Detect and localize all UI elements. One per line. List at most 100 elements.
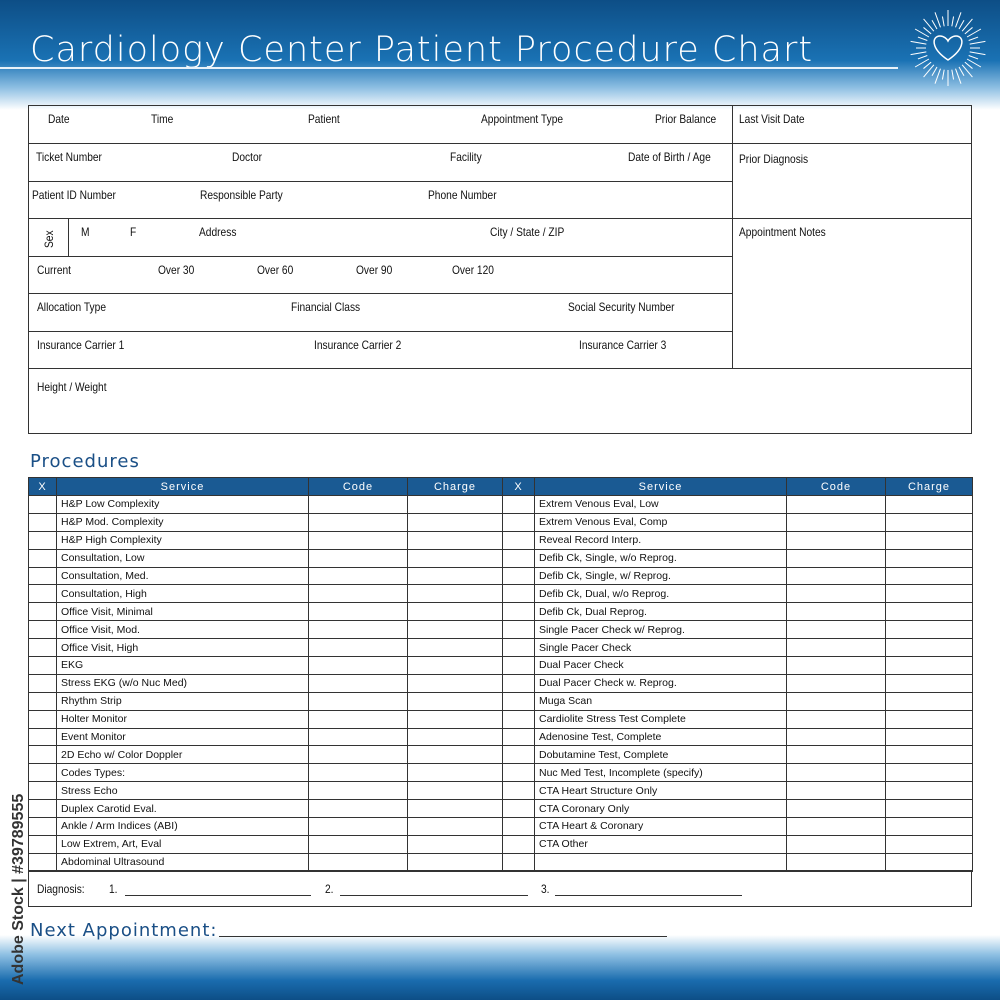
charge-cell[interactable] bbox=[407, 584, 503, 604]
prior-balance-field[interactable]: Prior Balance bbox=[655, 112, 717, 126]
over30-field[interactable]: Over 30 bbox=[158, 263, 195, 277]
insurance-carrier-2-field[interactable]: Insurance Carrier 2 bbox=[314, 338, 402, 352]
checkbox-cell[interactable] bbox=[28, 799, 57, 819]
dob-age-field[interactable]: Date of Birth / Age bbox=[628, 150, 711, 164]
financial-class-field[interactable]: Financial Class bbox=[291, 300, 361, 314]
code-cell[interactable] bbox=[308, 852, 408, 872]
next-appointment-input[interactable] bbox=[219, 936, 667, 937]
charge-cell[interactable] bbox=[407, 530, 503, 550]
code-cell[interactable] bbox=[786, 834, 886, 854]
over90-field[interactable]: Over 90 bbox=[356, 263, 393, 277]
charge-cell[interactable] bbox=[407, 620, 503, 640]
code-cell[interactable] bbox=[308, 548, 408, 568]
checkbox-cell[interactable] bbox=[502, 763, 535, 783]
checkbox-cell[interactable] bbox=[502, 673, 535, 693]
over120-field[interactable]: Over 120 bbox=[452, 263, 494, 277]
code-cell[interactable] bbox=[308, 638, 408, 658]
checkbox-cell[interactable] bbox=[28, 673, 57, 693]
charge-cell[interactable] bbox=[885, 781, 973, 801]
checkbox-cell[interactable] bbox=[28, 709, 57, 729]
diagnosis-2-input[interactable] bbox=[340, 895, 528, 896]
code-cell[interactable] bbox=[786, 584, 886, 604]
charge-cell[interactable] bbox=[407, 566, 503, 586]
charge-cell[interactable] bbox=[407, 852, 503, 872]
checkbox-cell[interactable] bbox=[28, 602, 57, 622]
code-cell[interactable] bbox=[786, 763, 886, 783]
prior-diagnosis-field[interactable]: Prior Diagnosis bbox=[739, 152, 809, 166]
code-cell[interactable] bbox=[786, 691, 886, 711]
ssn-field[interactable]: Social Security Number bbox=[568, 300, 675, 314]
code-cell[interactable] bbox=[786, 602, 886, 622]
checkbox-cell[interactable] bbox=[28, 566, 57, 586]
code-cell[interactable] bbox=[786, 495, 886, 514]
charge-cell[interactable] bbox=[885, 512, 973, 532]
checkbox-cell[interactable] bbox=[502, 530, 535, 550]
checkbox-cell[interactable] bbox=[28, 745, 57, 765]
charge-cell[interactable] bbox=[407, 691, 503, 711]
charge-cell[interactable] bbox=[407, 727, 503, 747]
code-cell[interactable] bbox=[786, 656, 886, 675]
code-cell[interactable] bbox=[308, 566, 408, 586]
charge-cell[interactable] bbox=[885, 817, 973, 836]
checkbox-cell[interactable] bbox=[28, 834, 57, 854]
code-cell[interactable] bbox=[786, 781, 886, 801]
charge-cell[interactable] bbox=[885, 763, 973, 783]
charge-cell[interactable] bbox=[885, 745, 973, 765]
charge-cell[interactable] bbox=[885, 602, 973, 622]
checkbox-cell[interactable] bbox=[28, 638, 57, 658]
checkbox-cell[interactable] bbox=[502, 566, 535, 586]
checkbox-cell[interactable] bbox=[502, 727, 535, 747]
height-weight-field[interactable]: Height / Weight bbox=[37, 380, 107, 394]
patient-id-field[interactable]: Patient ID Number bbox=[32, 188, 116, 202]
allocation-type-field[interactable]: Allocation Type bbox=[37, 300, 106, 314]
charge-cell[interactable] bbox=[407, 495, 503, 514]
code-cell[interactable] bbox=[308, 799, 408, 819]
city-state-zip-field[interactable]: City / State / ZIP bbox=[490, 225, 565, 239]
charge-cell[interactable] bbox=[885, 530, 973, 550]
charge-cell[interactable] bbox=[885, 709, 973, 729]
time-field[interactable]: Time bbox=[151, 112, 174, 126]
code-cell[interactable] bbox=[786, 817, 886, 836]
charge-cell[interactable] bbox=[407, 799, 503, 819]
doctor-field[interactable]: Doctor bbox=[232, 150, 263, 164]
code-cell[interactable] bbox=[308, 781, 408, 801]
code-cell[interactable] bbox=[786, 799, 886, 819]
code-cell[interactable] bbox=[786, 673, 886, 693]
checkbox-cell[interactable] bbox=[502, 834, 535, 854]
checkbox-cell[interactable] bbox=[502, 745, 535, 765]
charge-cell[interactable] bbox=[885, 495, 973, 514]
charge-cell[interactable] bbox=[885, 620, 973, 640]
charge-cell[interactable] bbox=[885, 584, 973, 604]
charge-cell[interactable] bbox=[407, 817, 503, 836]
checkbox-cell[interactable] bbox=[28, 691, 57, 711]
charge-cell[interactable] bbox=[885, 548, 973, 568]
checkbox-cell[interactable] bbox=[28, 512, 57, 532]
checkbox-cell[interactable] bbox=[28, 530, 57, 550]
diagnosis-3-input[interactable] bbox=[555, 895, 742, 896]
checkbox-cell[interactable] bbox=[28, 656, 57, 675]
code-cell[interactable] bbox=[308, 834, 408, 854]
code-cell[interactable] bbox=[786, 727, 886, 747]
checkbox-cell[interactable] bbox=[28, 495, 57, 514]
charge-cell[interactable] bbox=[407, 745, 503, 765]
code-cell[interactable] bbox=[308, 512, 408, 532]
checkbox-cell[interactable] bbox=[502, 709, 535, 729]
checkbox-cell[interactable] bbox=[502, 799, 535, 819]
code-cell[interactable] bbox=[308, 673, 408, 693]
charge-cell[interactable] bbox=[885, 799, 973, 819]
code-cell[interactable] bbox=[308, 495, 408, 514]
code-cell[interactable] bbox=[308, 817, 408, 836]
code-cell[interactable] bbox=[786, 709, 886, 729]
charge-cell[interactable] bbox=[885, 691, 973, 711]
code-cell[interactable] bbox=[786, 512, 886, 532]
ticket-number-field[interactable]: Ticket Number bbox=[36, 150, 102, 164]
charge-cell[interactable] bbox=[885, 727, 973, 747]
responsible-party-field[interactable]: Responsible Party bbox=[200, 188, 283, 202]
diagnosis-1-input[interactable] bbox=[125, 895, 311, 896]
charge-cell[interactable] bbox=[407, 673, 503, 693]
charge-cell[interactable] bbox=[885, 834, 973, 854]
date-field[interactable]: Date bbox=[48, 112, 70, 126]
code-cell[interactable] bbox=[308, 620, 408, 640]
code-cell[interactable] bbox=[308, 763, 408, 783]
patient-field[interactable]: Patient bbox=[308, 112, 340, 126]
